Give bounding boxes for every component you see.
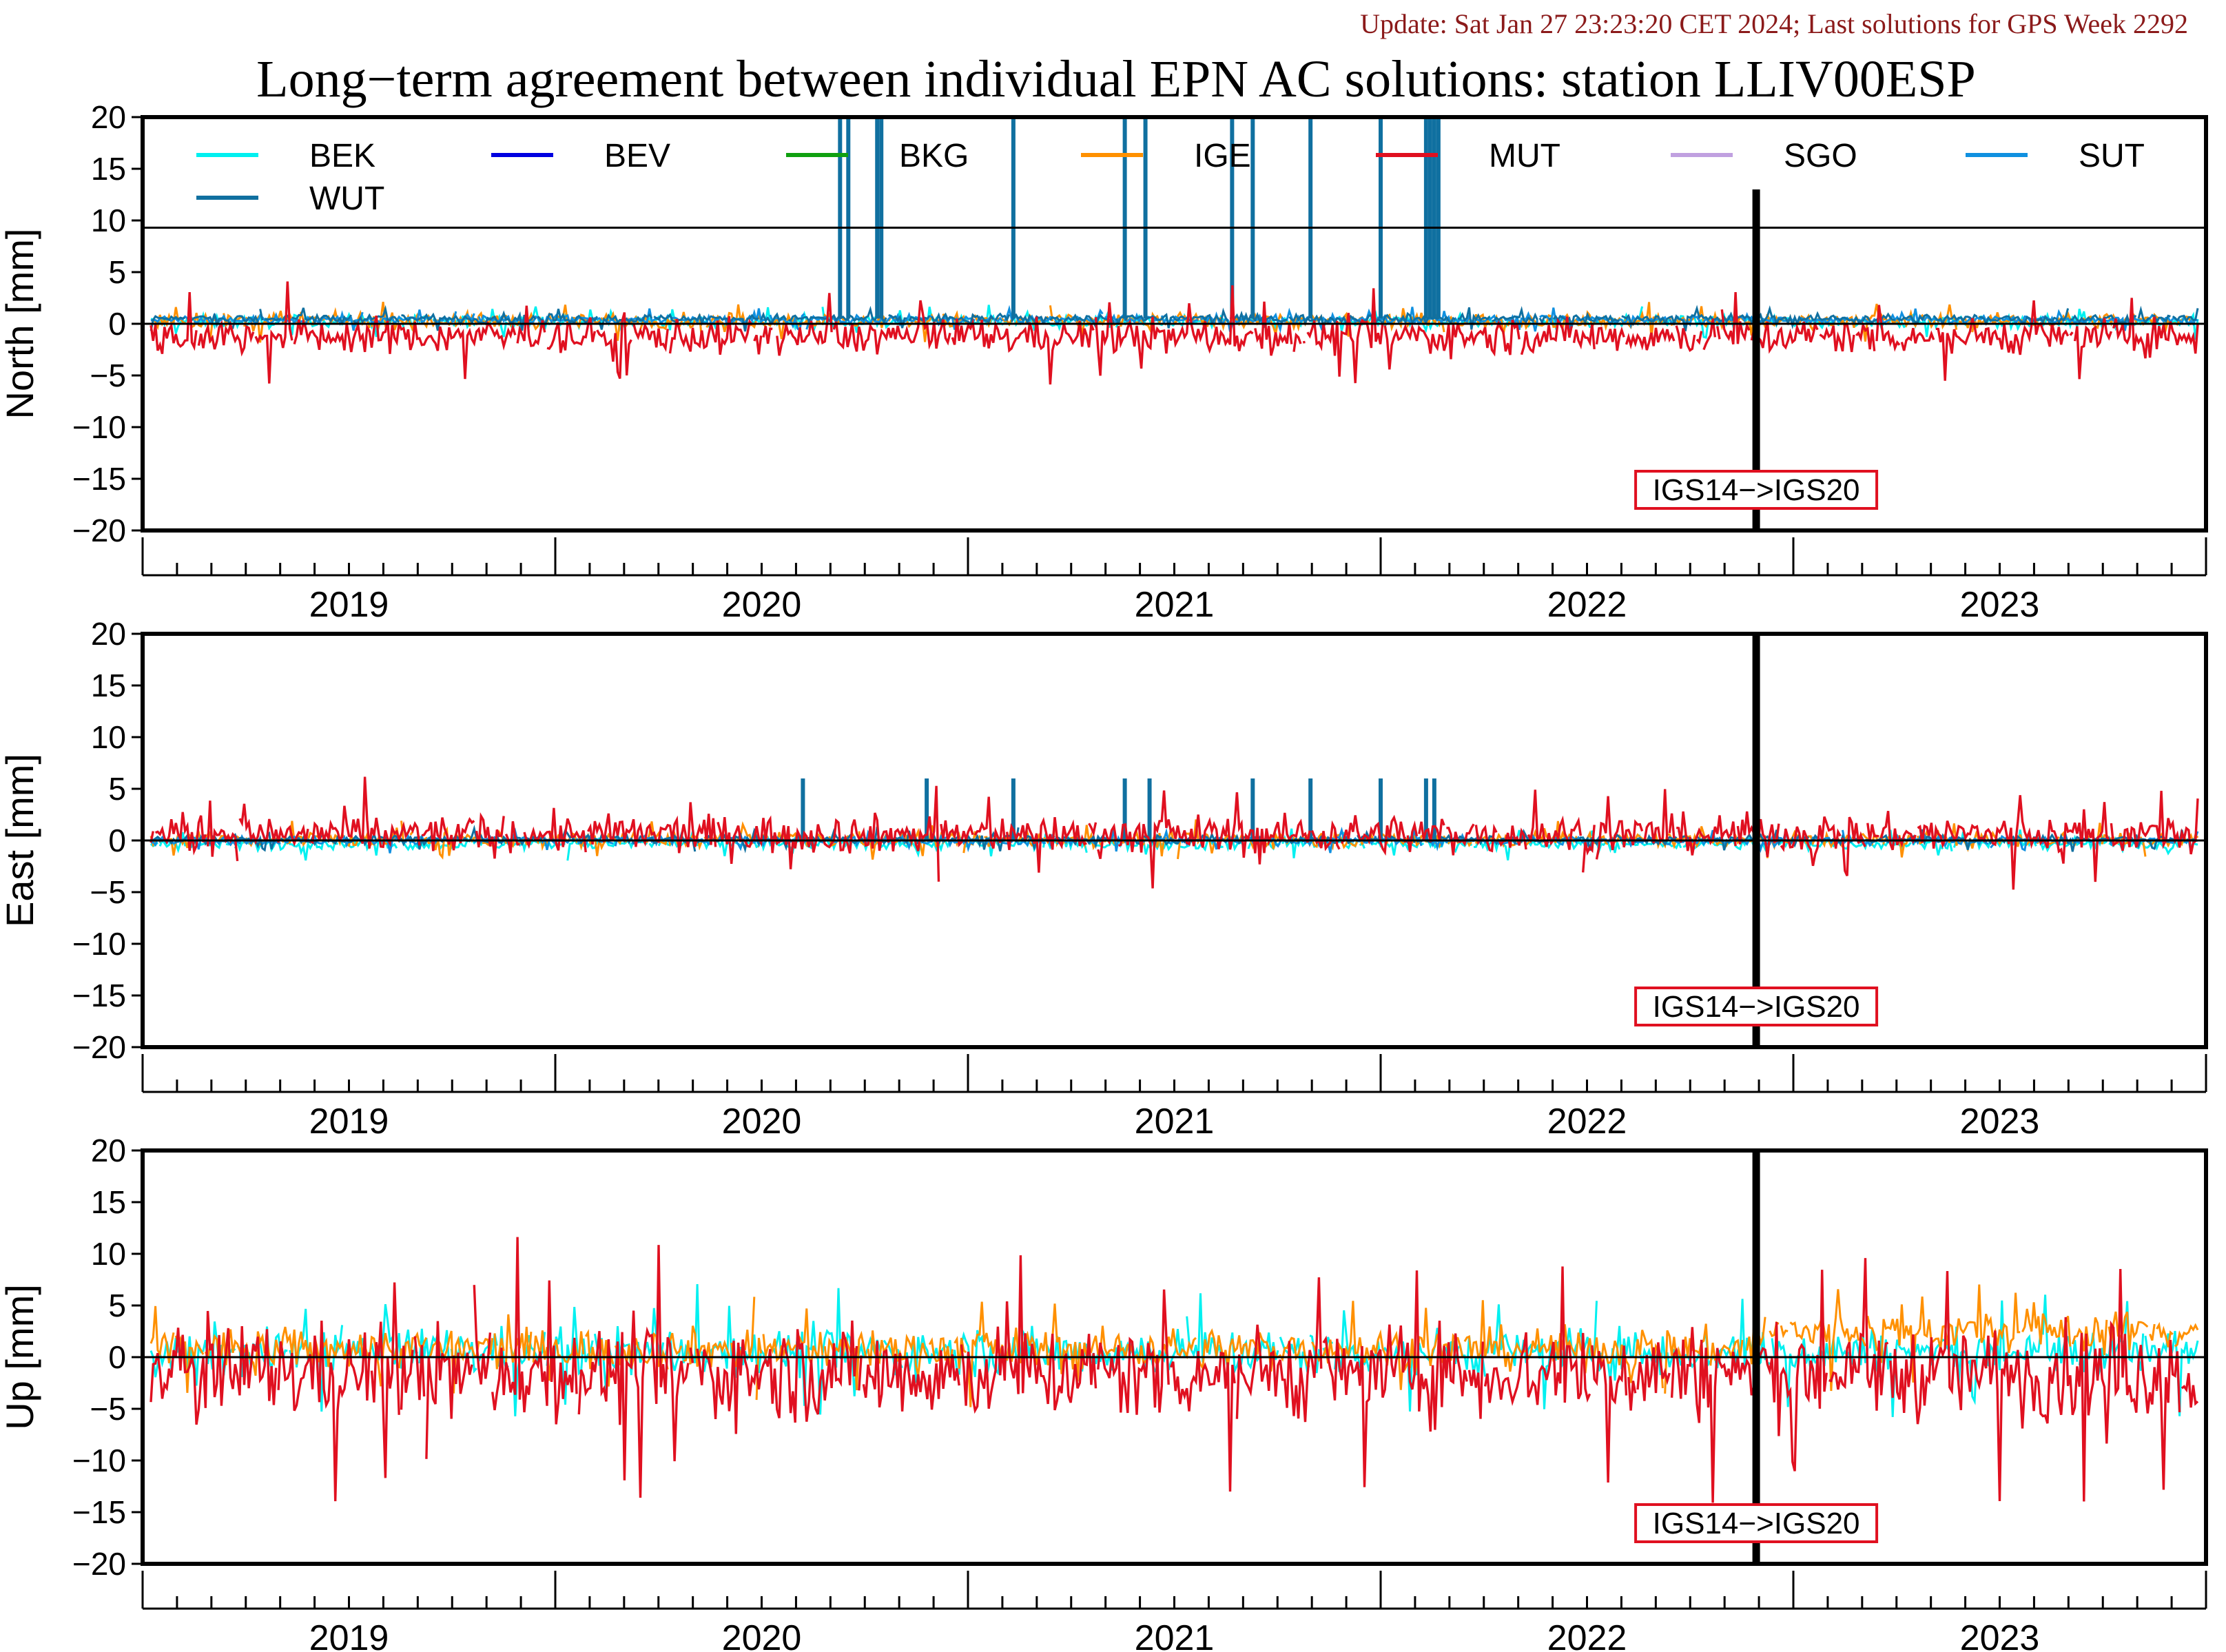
legend-label-mut: MUT xyxy=(1489,138,1560,174)
x-tick-label-2019: 2019 xyxy=(309,585,389,625)
x-tick-label-2020: 2020 xyxy=(722,585,802,625)
y-tick-label: 20 xyxy=(91,1133,126,1168)
update-text: Update: Sat Jan 27 23:23:20 CET 2024; La… xyxy=(1360,8,2188,39)
series-wut-line xyxy=(150,304,2199,332)
series-bek-line xyxy=(150,1284,2199,1417)
series-mut-line xyxy=(150,1237,2199,1503)
series-mut-line xyxy=(150,776,2199,890)
y-tick-label: 15 xyxy=(91,668,126,703)
x-tick-label-2023: 2023 xyxy=(1960,1618,2040,1652)
y-tick-label: −5 xyxy=(90,358,126,393)
y-tick-label: 5 xyxy=(108,771,126,807)
y-tick-label: −20 xyxy=(72,513,126,548)
legend-label-bek: BEK xyxy=(309,138,375,174)
north-ylabel: North [mm] xyxy=(0,229,41,420)
x-tick-label-2021: 2021 xyxy=(1135,1102,1215,1142)
north-plot-area: IGS14−>IGS20 20 15 10 5 0 −5 −10 −15 −20 2019 2020 2… xyxy=(72,99,2208,625)
frame-change-box xyxy=(1634,987,1879,1026)
y-tick-label: −20 xyxy=(72,1029,126,1065)
y-tick-label: 15 xyxy=(91,1184,126,1220)
frame-change-box xyxy=(1634,1503,1879,1543)
y-tick-label: 0 xyxy=(108,823,126,858)
y-tick-label: 20 xyxy=(91,616,126,652)
legend-label-bev: BEV xyxy=(604,138,670,174)
y-tick-label: −5 xyxy=(90,874,126,910)
frame-change-label: IGS14−>IGS20 xyxy=(1653,990,1860,1024)
east-plot-area: IGS14−>IGS20 20 15 10 5 0 −5 −10 −15 −20 2019 2020 2… xyxy=(72,616,2208,1142)
y-tick-label: 5 xyxy=(108,1288,126,1323)
legend-label-wut: WUT xyxy=(309,180,384,217)
y-tick-label: 0 xyxy=(108,1339,126,1375)
y-tick-label: −15 xyxy=(72,978,126,1013)
y-tick-label: −10 xyxy=(72,1443,126,1478)
frame-change-box xyxy=(1634,470,1879,510)
x-tick-label-2022: 2022 xyxy=(1547,585,1627,625)
east-ylabel: East [mm] xyxy=(0,754,41,927)
x-tick-label-2022: 2022 xyxy=(1547,1102,1627,1142)
legend-label-sut: SUT xyxy=(2079,138,2145,174)
legend-label-ige: IGE xyxy=(1194,138,1251,174)
frame-change-label: IGS14−>IGS20 xyxy=(1653,473,1860,507)
legend-label-sgo: SGO xyxy=(1784,138,1857,174)
x-tick-label-2019: 2019 xyxy=(309,1102,389,1142)
y-tick-label: 10 xyxy=(91,719,126,755)
y-tick-label: 0 xyxy=(108,306,126,342)
series-mut-line xyxy=(150,281,2199,385)
y-tick-label: −5 xyxy=(90,1391,126,1427)
up-panel: IGS14−>IGS20 20 15 10 5 0 −5 −10 −15 −20 2019 2020 2… xyxy=(0,1133,2208,1652)
x-tick-label-2022: 2022 xyxy=(1547,1618,1627,1652)
legend-label-bkg: BKG xyxy=(899,138,969,174)
up-plot-area: IGS14−>IGS20 20 15 10 5 0 −5 −10 −15 −20 2019 2020 2… xyxy=(72,1133,2208,1652)
y-tick-label: 5 xyxy=(108,254,126,290)
chart-title: Long−term agreement between individual E… xyxy=(256,50,1976,108)
x-tick-label-2020: 2020 xyxy=(722,1102,802,1142)
y-tick-label: −15 xyxy=(72,461,126,497)
y-tick-label: 20 xyxy=(91,99,126,135)
east-panel: IGS14−>IGS20 20 15 10 5 0 −5 −10 −15 −20 2019 2020 2… xyxy=(0,616,2208,1142)
x-tick-label-2020: 2020 xyxy=(722,1618,802,1652)
x-tick-label-2023: 2023 xyxy=(1960,1102,2040,1142)
y-tick-label: −20 xyxy=(72,1546,126,1582)
x-tick-label-2023: 2023 xyxy=(1960,585,2040,625)
x-tick-label-2019: 2019 xyxy=(309,1618,389,1652)
legend: BEK BEV BKG IGE MUT SGO SUT WUT xyxy=(196,138,2145,217)
y-tick-label: 15 xyxy=(91,151,126,187)
y-tick-label: −10 xyxy=(72,926,126,962)
north-panel: IGS14−>IGS20 20 15 10 5 0 −5 −10 −15 −20 2019 2020 2… xyxy=(0,99,2208,625)
y-tick-label: −10 xyxy=(72,409,126,445)
frame-change-label: IGS14−>IGS20 xyxy=(1653,1507,1860,1540)
up-ylabel: Up [mm] xyxy=(0,1284,41,1430)
y-tick-label: 10 xyxy=(91,1236,126,1272)
x-tick-label-2021: 2021 xyxy=(1135,1618,1215,1652)
y-tick-label: −15 xyxy=(72,1494,126,1530)
y-tick-label: 10 xyxy=(91,203,126,238)
x-tick-label-2021: 2021 xyxy=(1135,585,1215,625)
